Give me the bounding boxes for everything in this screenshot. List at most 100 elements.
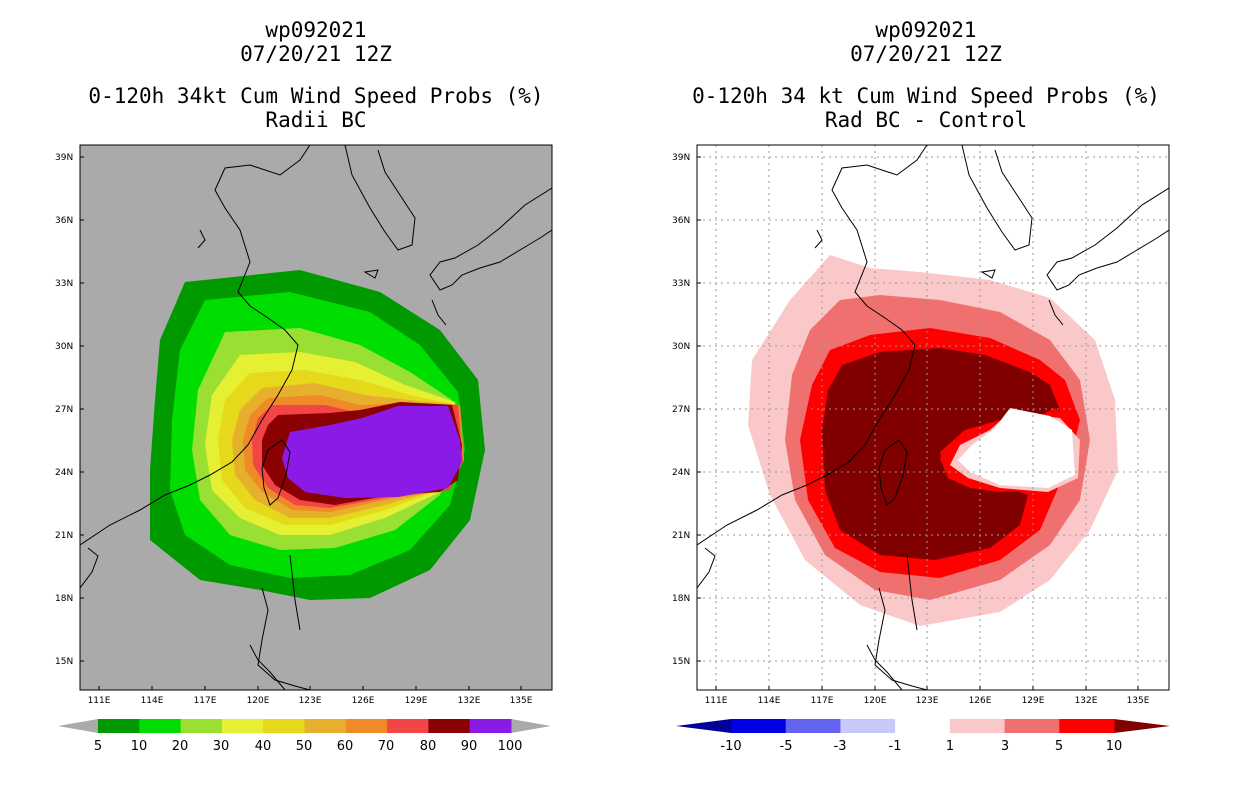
right-colorbar-labels: -10 -5 -3 -1 1 3 5 10 <box>720 739 1122 754</box>
colorbar-swatch <box>469 719 512 733</box>
left-subtitle: Radii BC <box>265 108 367 132</box>
left-date: 07/20/21 12Z <box>240 42 392 66</box>
left-lon-label: 126E <box>352 696 375 706</box>
left-colorbar <box>58 719 551 733</box>
right-date: 07/20/21 12Z <box>850 42 1002 66</box>
right-lon-label: 126E <box>969 696 992 706</box>
left-colorbar-label: 100 <box>498 739 523 754</box>
right-storm-id: wp092021 <box>875 18 977 42</box>
left-lat-label: 24N <box>55 468 73 478</box>
colorbar-swatch <box>180 719 223 733</box>
left-colorbar-label: 5 <box>94 739 102 754</box>
right-lat-label: 39N <box>672 153 690 163</box>
colorbar-swatch <box>895 719 951 733</box>
colorbar-swatch <box>731 719 787 733</box>
right-lat-label: 33N <box>672 279 690 289</box>
right-colorbar-label: -3 <box>834 739 847 754</box>
left-colorbar-low-arrow <box>58 719 98 733</box>
left-lon-label: 132E <box>458 696 481 706</box>
left-lat-label: 27N <box>55 405 73 415</box>
left-colorbar-labels: 5 10 20 30 40 50 60 70 80 90 100 <box>94 739 523 754</box>
right-lat-label: 27N <box>672 405 690 415</box>
left-storm-id: wp092021 <box>265 18 367 42</box>
right-colorbar-segments <box>731 719 1115 733</box>
left-lon-label: 123E <box>299 696 322 706</box>
right-colorbar-high-arrow <box>1114 719 1170 733</box>
left-lat-label: 21N <box>55 531 73 541</box>
right-lon-label: 117E <box>811 696 834 706</box>
left-colorbar-label: 20 <box>172 739 189 754</box>
colorbar-swatch <box>428 719 471 733</box>
right-lon-label: 135E <box>1127 696 1150 706</box>
right-colorbar-label: 3 <box>1001 739 1009 754</box>
colorbar-swatch <box>387 719 429 733</box>
right-lat-label: 36N <box>672 216 690 226</box>
left-lon-label: 135E <box>510 696 533 706</box>
right-subtitle: Rad BC - Control <box>824 108 1028 132</box>
right-map-frame <box>696 144 1170 691</box>
right-lat-axis: 39N 36N 33N 30N 27N 24N 21N 18N 15N <box>672 153 690 667</box>
right-lat-label: 21N <box>672 531 690 541</box>
left-colorbar-label: 50 <box>296 739 313 754</box>
right-colorbar-label: -5 <box>780 739 793 754</box>
right-lon-label: 123E <box>916 696 939 706</box>
colorbar-swatch <box>304 719 347 733</box>
right-header: wp092021 07/20/21 12Z 0-120h 34 kt Cum W… <box>666 18 1186 132</box>
left-colorbar-high-arrow <box>511 719 551 733</box>
left-tick-marks <box>80 156 522 690</box>
left-lat-label: 18N <box>55 594 73 604</box>
left-lon-label: 120E <box>247 696 270 706</box>
colorbar-swatch <box>221 719 264 733</box>
left-probability-field <box>80 145 552 690</box>
left-lat-label: 39N <box>55 153 73 163</box>
left-coastlines <box>80 145 552 690</box>
left-colorbar-label: 70 <box>378 739 395 754</box>
right-lon-label: 132E <box>1075 696 1098 706</box>
right-lat-label: 30N <box>672 342 690 352</box>
left-lon-label: 114E <box>141 696 164 706</box>
left-lat-label: 15N <box>55 657 73 667</box>
right-colorbar <box>676 719 1170 733</box>
right-grid-lines <box>697 145 1169 690</box>
right-colorbar-low-arrow <box>676 719 731 733</box>
left-colorbar-segments <box>98 719 512 733</box>
right-lon-label: 129E <box>1022 696 1045 706</box>
right-title: 0-120h 34 kt Cum Wind Speed Probs (%) <box>692 84 1160 108</box>
right-lon-label: 111E <box>705 696 728 706</box>
right-colorbar-label: 10 <box>1106 739 1123 754</box>
left-lon-label: 129E <box>405 696 428 706</box>
left-map-frame <box>79 144 553 691</box>
left-colorbar-label: 40 <box>255 739 272 754</box>
left-title: 0-120h 34kt Cum Wind Speed Probs (%) <box>88 84 544 108</box>
colorbar-swatch <box>263 719 305 733</box>
right-colorbar-label: 1 <box>946 739 954 754</box>
right-diff-gt10 <box>822 348 1060 560</box>
colorbar-swatch <box>840 719 896 733</box>
colorbar-swatch <box>345 719 388 733</box>
right-lon-label: 120E <box>864 696 887 706</box>
right-diff-near-zero <box>958 408 1075 488</box>
right-lon-axis: 111E 114E 117E 120E 123E 126E 129E 132E … <box>705 696 1150 706</box>
left-map <box>79 144 553 691</box>
right-lat-label: 24N <box>672 468 690 478</box>
left-lat-axis: 39N 36N 33N 30N 27N 24N 21N 18N 15N <box>55 153 73 667</box>
colorbar-swatch <box>1004 719 1060 733</box>
colorbar-swatch <box>98 719 140 733</box>
colorbar-swatch <box>1059 719 1115 733</box>
right-lat-label: 18N <box>672 594 690 604</box>
left-lon-label: 111E <box>88 696 111 706</box>
left-prob-90 <box>282 406 462 498</box>
right-lat-label: 15N <box>672 657 690 667</box>
left-lat-label: 30N <box>55 342 73 352</box>
left-lon-label: 117E <box>194 696 217 706</box>
left-colorbar-label: 90 <box>461 739 478 754</box>
left-lat-label: 33N <box>55 279 73 289</box>
right-colorbar-label: 5 <box>1055 739 1063 754</box>
left-colorbar-label: 10 <box>131 739 148 754</box>
left-lon-axis: 111E 114E 117E 120E 123E 126E 129E 132E … <box>88 696 533 706</box>
colorbar-swatch <box>949 719 1006 733</box>
left-lat-label: 36N <box>55 216 73 226</box>
colorbar-swatch <box>139 719 182 733</box>
left-colorbar-label: 80 <box>420 739 437 754</box>
